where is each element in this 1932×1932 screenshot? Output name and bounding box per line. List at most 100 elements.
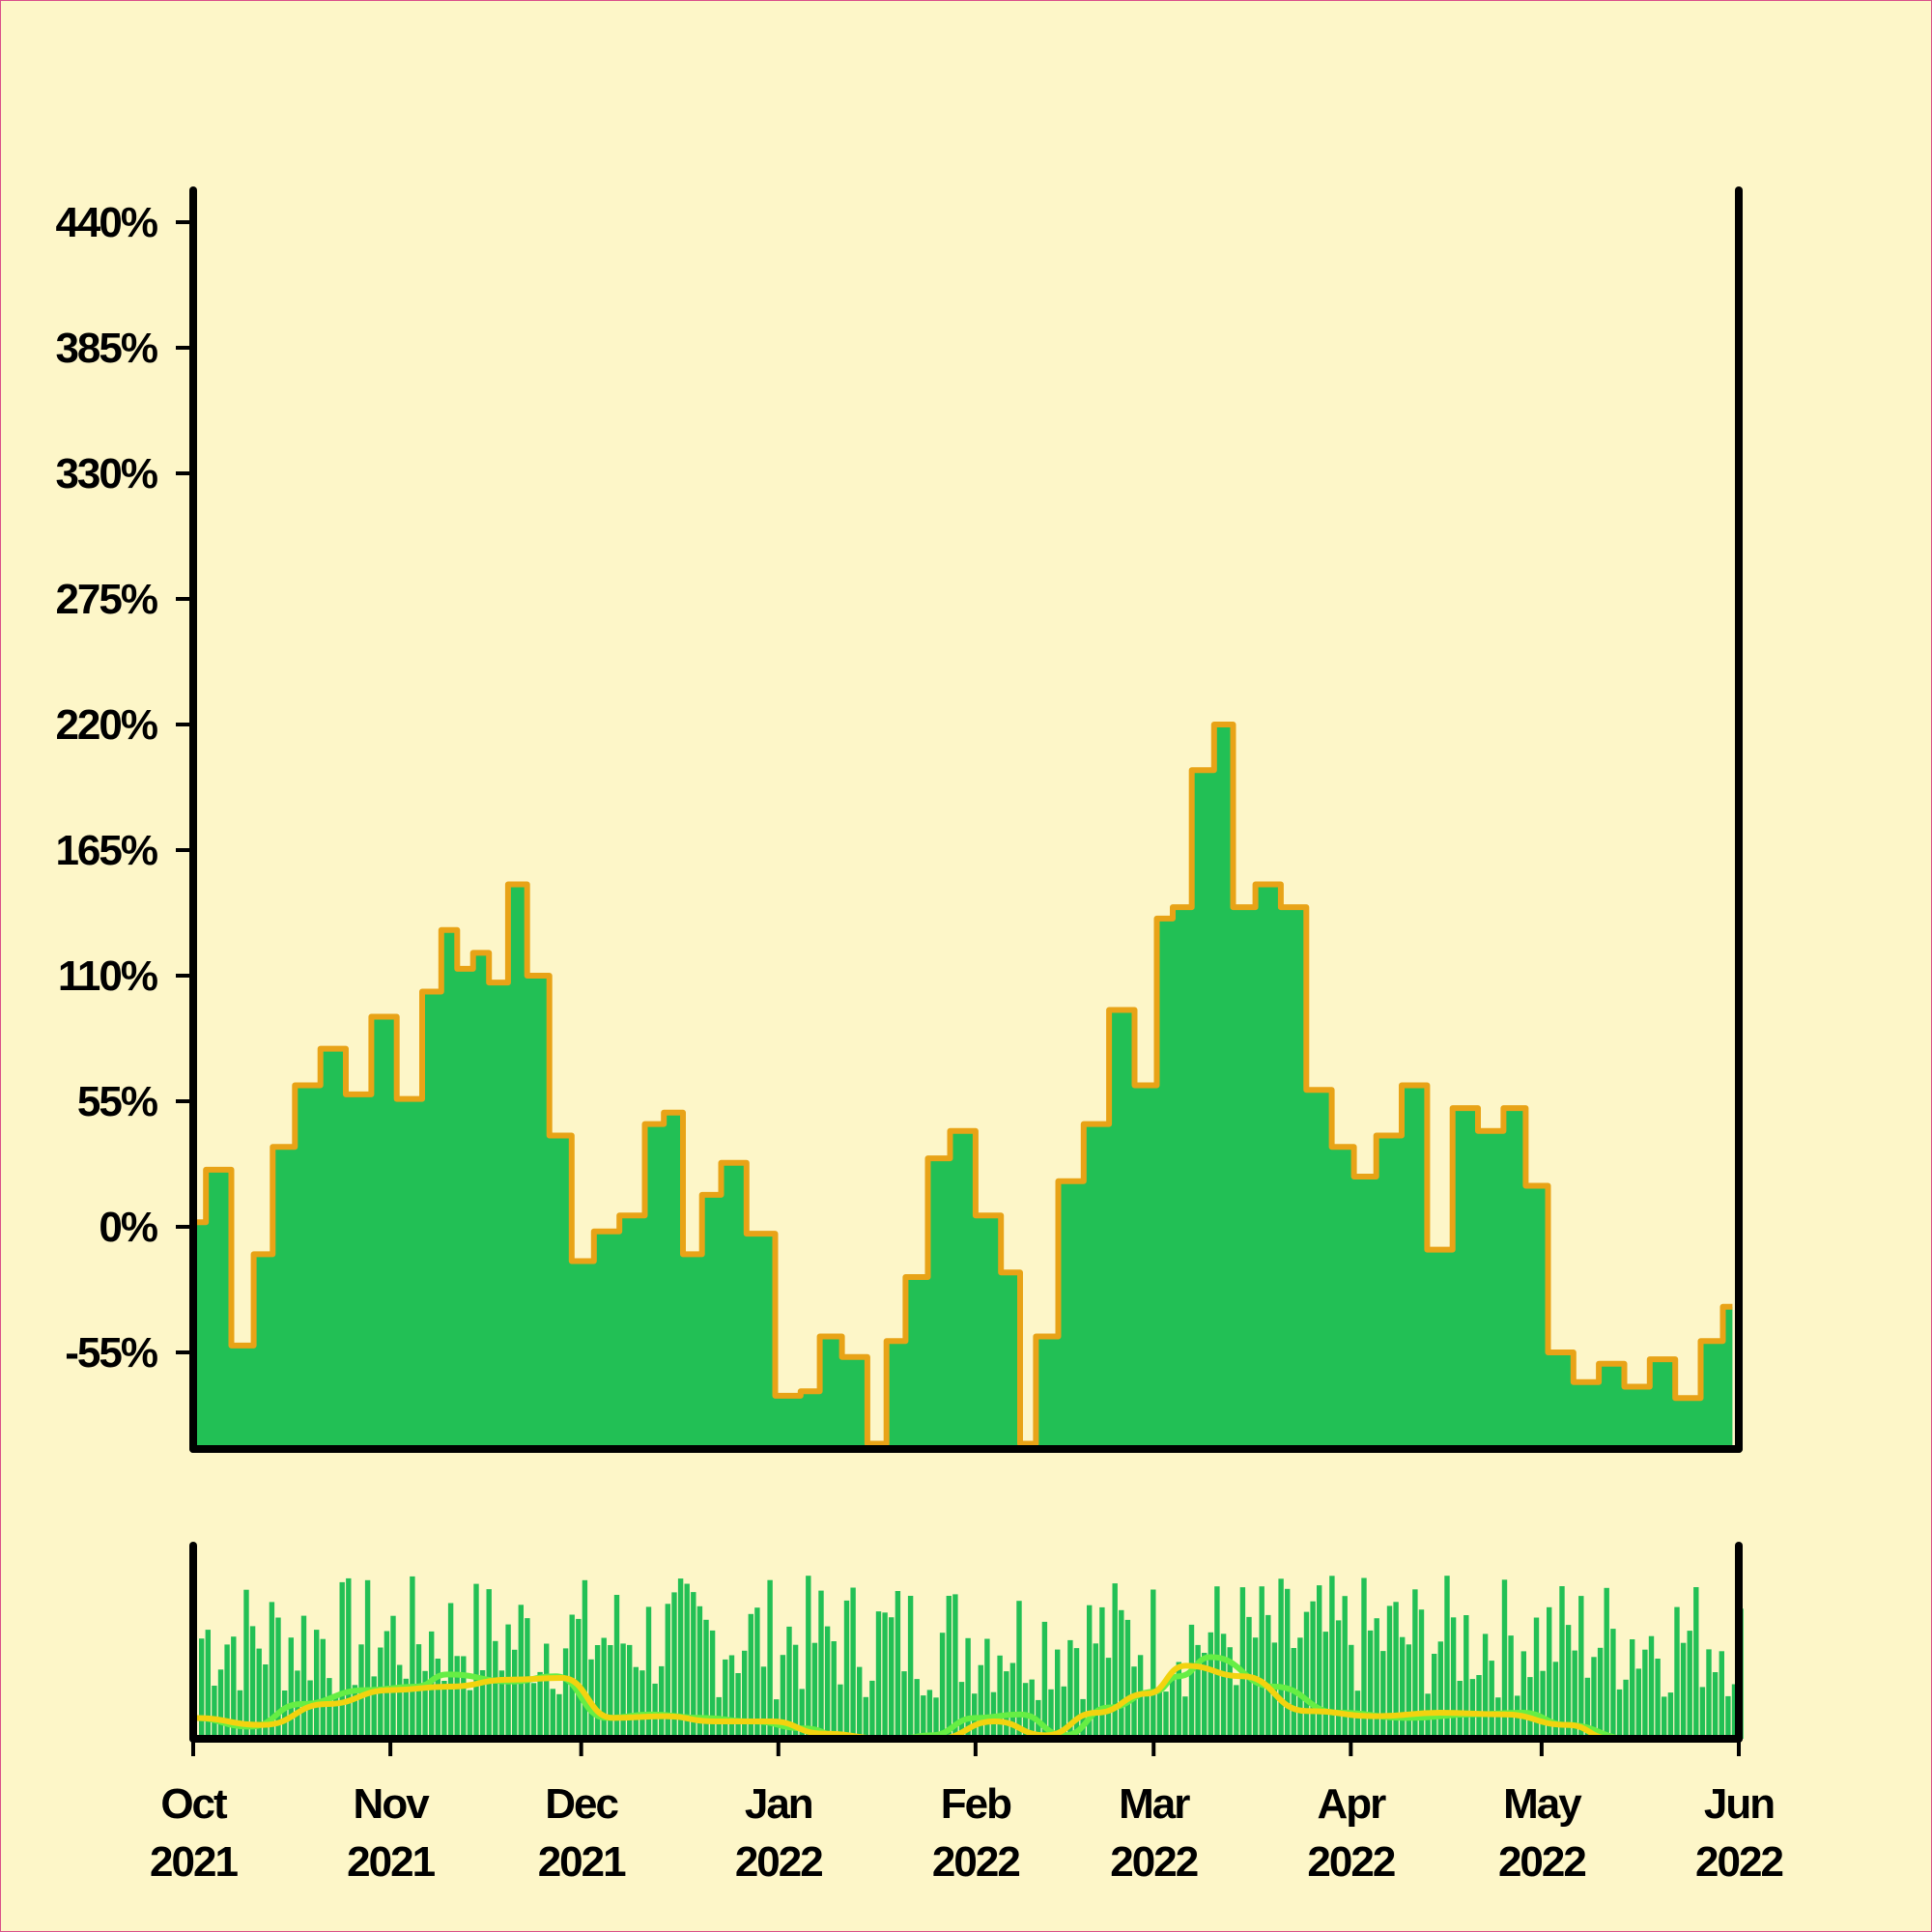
volume-bar <box>1004 1671 1009 1739</box>
volume-bar <box>346 1577 352 1739</box>
volume-bar <box>1202 1653 1208 1739</box>
volume-bar <box>217 1669 224 1739</box>
volume-bar <box>1303 1611 1310 1739</box>
volume-bar <box>1495 1697 1501 1739</box>
volume-bar <box>550 1689 555 1739</box>
volume-bar <box>1616 1689 1623 1739</box>
volume-bar <box>1208 1632 1213 1739</box>
volume-bar <box>307 1680 313 1739</box>
volume-bar <box>1265 1614 1271 1739</box>
volume-bar <box>314 1630 320 1739</box>
volume-bar <box>811 1642 818 1739</box>
volume-bar <box>1188 1624 1195 1739</box>
volume-bar <box>613 1595 620 1739</box>
volume-bar <box>1380 1651 1386 1739</box>
volume-bar <box>1540 1670 1546 1739</box>
volume-bar <box>665 1604 670 1739</box>
volume-bar <box>1450 1617 1457 1739</box>
volume-bar <box>806 1576 811 1739</box>
volume-bar <box>498 1670 505 1739</box>
volume-bar <box>454 1656 460 1739</box>
volume-bar <box>691 1592 696 1739</box>
x-tick-label-year: 2022 <box>1498 1838 1585 1886</box>
volume-bar <box>1131 1666 1137 1739</box>
y-tick-label: 275% <box>55 576 156 623</box>
volume-bar <box>843 1600 850 1739</box>
volume-bar <box>620 1643 626 1739</box>
volume-bar <box>1501 1579 1508 1739</box>
volume-bar <box>780 1655 786 1739</box>
volume-bar <box>1067 1639 1073 1739</box>
volume-bar <box>1731 1684 1738 1739</box>
volume-bar <box>1080 1698 1086 1739</box>
volume-bar <box>696 1605 703 1739</box>
volume-bar <box>1687 1631 1692 1739</box>
volume-bar <box>422 1670 428 1739</box>
volume-bar <box>390 1615 396 1739</box>
volume-bar <box>1393 1602 1399 1739</box>
y-tick-labels: 440% 385% 330% 275% 220% 165% 110% 55% 0% -55% <box>55 199 193 1377</box>
volume-bar <box>754 1607 760 1739</box>
volume-bar <box>199 1638 205 1739</box>
volume-bar <box>1444 1576 1450 1739</box>
volume-bar <box>1635 1668 1641 1739</box>
volume-bar <box>512 1649 518 1739</box>
volume-bar <box>1374 1618 1379 1739</box>
volume-bar <box>965 1637 971 1739</box>
volume-bar <box>1469 1679 1476 1739</box>
volume-bar <box>537 1671 543 1739</box>
x-tick-label-month: Jun <box>1704 1780 1774 1828</box>
volume-bar <box>958 1682 965 1739</box>
volume-bar <box>1278 1578 1284 1739</box>
volume-bar <box>997 1655 1003 1739</box>
volume-bar <box>1119 1609 1124 1739</box>
volume-bar <box>1349 1644 1354 1739</box>
volume-bar <box>608 1645 613 1739</box>
volume-bar <box>1547 1606 1552 1739</box>
volume-bar <box>799 1689 805 1739</box>
x-tick-label-year: 2021 <box>347 1838 435 1886</box>
y-tick-label: 0% <box>99 1204 156 1251</box>
x-tick-label-month: Nov <box>354 1780 431 1828</box>
volume-bar <box>1412 1589 1418 1739</box>
x-tick-labels: Oct 2021 Nov 2021 Dec 2021 Jan 2022 Feb 2022 Mar 20… <box>150 1739 1784 1886</box>
volume-bar <box>1329 1576 1335 1739</box>
volume-bar <box>441 1681 447 1739</box>
volume-bar <box>921 1695 926 1739</box>
y-tick-label: 165% <box>55 827 156 874</box>
volume-bar <box>1214 1586 1220 1739</box>
volume-bar <box>709 1630 716 1739</box>
volume-bar <box>1055 1649 1061 1739</box>
volume-bar <box>760 1666 767 1739</box>
x-tick-label-month: Dec <box>545 1780 618 1828</box>
axes-layer <box>189 186 1743 1743</box>
volume-bar <box>1099 1606 1105 1739</box>
volume-bar <box>275 1617 281 1739</box>
volume-bar <box>1406 1644 1411 1739</box>
volume-bar <box>447 1603 454 1739</box>
volume-bar <box>875 1611 882 1739</box>
volume-bar <box>263 1664 269 1739</box>
volume-bar <box>1623 1679 1629 1739</box>
volume-bar <box>1048 1689 1054 1739</box>
volume-bar <box>895 1591 901 1739</box>
volume-bar <box>639 1670 645 1739</box>
volume-bar <box>1234 1685 1239 1739</box>
volume-bars-layer <box>199 1576 1744 1739</box>
area-series-fill <box>193 724 1733 1449</box>
volume-bar <box>1489 1661 1494 1739</box>
volume-bar <box>1170 1676 1176 1739</box>
volume-bar <box>645 1606 652 1739</box>
volume-bar <box>1400 1636 1406 1739</box>
volume-bar <box>1367 1630 1374 1739</box>
volume-bar <box>792 1644 799 1739</box>
volume-bar <box>1508 1635 1514 1739</box>
volume-bar <box>952 1594 958 1739</box>
volume-bar <box>1220 1634 1227 1739</box>
volume-bar <box>1342 1596 1348 1739</box>
x-tick-label-year: 2022 <box>1307 1838 1394 1886</box>
y-tick-label: 110% <box>58 952 157 1000</box>
volume-bar <box>403 1678 409 1739</box>
y-tick-label: 220% <box>55 701 156 749</box>
x-tick-label-year: 2022 <box>932 1838 1019 1886</box>
